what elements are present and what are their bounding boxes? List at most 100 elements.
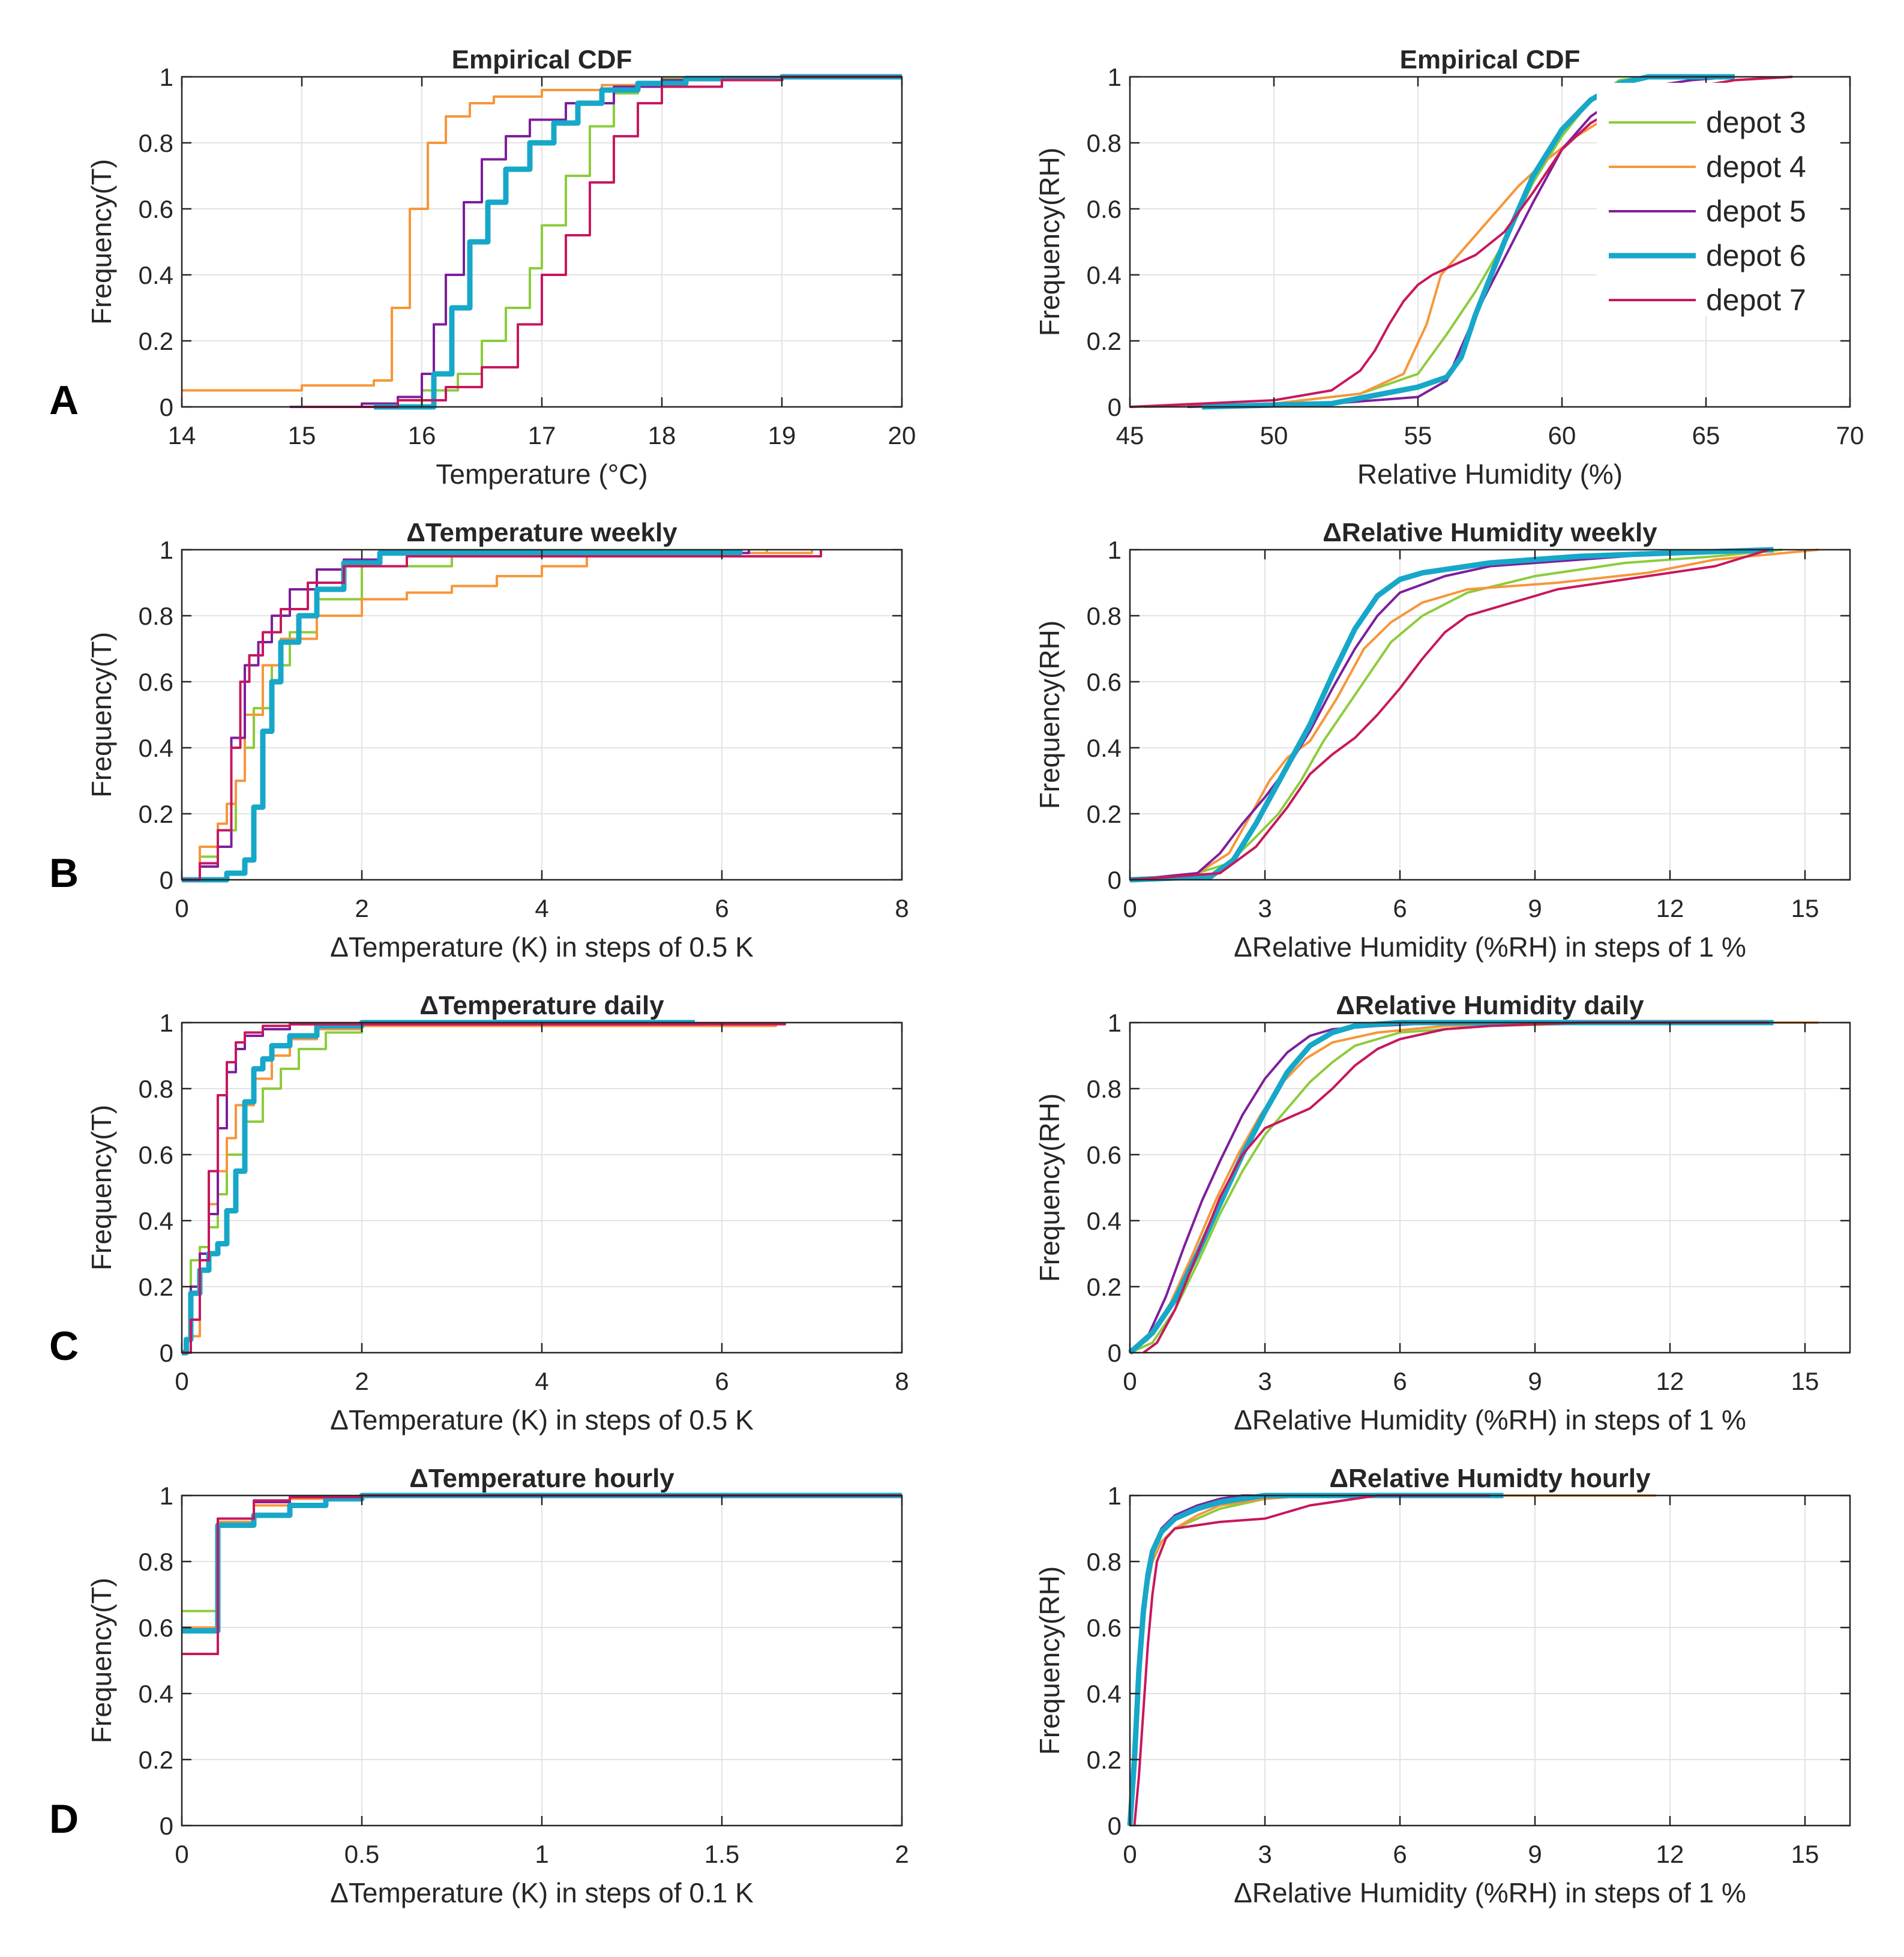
y-tick-label: 0.6 [139, 1614, 173, 1642]
x-tick-label: 45 [1116, 421, 1144, 449]
x-tick-label: 2 [895, 1840, 908, 1868]
chart-title: ΔTemperature daily [419, 991, 664, 1020]
series-line-depot-5 [1129, 549, 1761, 881]
x-tick-label: 17 [528, 421, 556, 449]
chart-title: ΔRelative Humidity daily [1336, 991, 1644, 1020]
y-axis-label: Frequency(T) [86, 159, 117, 325]
y-axis-label: Frequency(T) [86, 632, 117, 798]
x-tick-label: 18 [648, 421, 676, 449]
plot-area [1130, 1496, 1850, 1826]
y-tick-label: 0.6 [1087, 195, 1122, 223]
chart-title: Empirical CDF [1400, 45, 1581, 74]
series-line-depot-7 [182, 550, 822, 881]
y-tick-label: 0 [160, 393, 173, 421]
y-tick-label: 0.8 [139, 1548, 173, 1576]
y-tick-label: 0.2 [139, 327, 173, 355]
y-tick-label: 1 [1108, 536, 1122, 564]
y-tick-label: 0.8 [1087, 129, 1122, 157]
chart-D-left: 0 0.5 1 1.5 2 0 0.2 0.4 0.6 0.8 1 ΔTemperature hour… [86, 1464, 909, 1908]
x-tick-label: 15 [1791, 1840, 1819, 1868]
x-tick-label: 6 [1393, 894, 1407, 922]
x-axis-label: ΔRelative Humidity (%RH) in steps of 1 % [1234, 1404, 1746, 1435]
x-tick-label: 6 [715, 894, 728, 922]
x-tick-label: 12 [1656, 1840, 1684, 1868]
y-tick-label: 1 [1108, 63, 1122, 91]
panel-letter-a: A [49, 377, 79, 423]
y-tick-label: 0.8 [1087, 1075, 1122, 1103]
axes-box [1129, 1494, 1851, 1827]
x-tick-label: 15 [288, 421, 316, 449]
chart-C-right: 0 3 6 9 12 15 0 0.2 0.4 0.6 0.8 1 ΔRelative Humidity… [1034, 991, 1851, 1435]
chart-B-left: 0 2 4 6 8 0 0.2 0.4 0.6 0.8 1 ΔTemperature weekly ΔT… [86, 518, 909, 963]
y-tick-label: 0.6 [139, 195, 173, 223]
y-tick-label: 1 [1108, 1009, 1122, 1037]
chart-title: ΔRelative Humidty hourly [1329, 1464, 1651, 1493]
x-axis-label: ΔRelative Humidity (%RH) in steps of 1 % [1234, 931, 1746, 963]
y-tick-label: 0.4 [139, 1207, 173, 1235]
y-tick-label: 0.4 [1087, 734, 1122, 762]
y-tick-label: 0.4 [139, 1680, 173, 1708]
y-tick-label: 1 [160, 1009, 173, 1037]
x-tick-label: 0 [1123, 1840, 1137, 1868]
series-line-depot-4 [1129, 549, 1819, 881]
plot-area [1130, 1023, 1850, 1353]
y-axis-label: Frequency(RH) [1034, 621, 1065, 809]
y-tick-label: 0.8 [1087, 1548, 1122, 1576]
series-line-depot-7 [302, 76, 902, 408]
x-tick-label: 55 [1404, 421, 1432, 449]
chart-B-right: 0 3 6 9 12 15 0 0.2 0.4 0.6 0.8 1 ΔRelative Humidity… [1034, 518, 1851, 963]
series-line-depot-6 [1129, 547, 1774, 883]
x-tick-label: 0 [1123, 1367, 1137, 1395]
y-tick-label: 0 [1108, 1339, 1122, 1367]
x-tick-label: 9 [1528, 894, 1542, 922]
y-tick-label: 0 [1108, 393, 1122, 421]
x-tick-label: 12 [1656, 1367, 1684, 1395]
y-tick-label: 0.6 [1087, 668, 1122, 696]
x-tick-label: 3 [1258, 1840, 1272, 1868]
chart-title: ΔRelative Humidity weekly [1323, 518, 1657, 547]
chart-A-left: 14 15 16 17 18 19 20 0 0.2 0.4 0.6 0.8 1 Empirical CD… [86, 45, 916, 490]
y-axis-label: Frequency(T) [86, 1105, 117, 1270]
series-line-depot-7 [1133, 1494, 1490, 1826]
x-tick-label: 4 [535, 1367, 548, 1395]
y-tick-label: 0.4 [139, 734, 173, 762]
x-tick-label: 50 [1260, 421, 1288, 449]
x-tick-label: 2 [355, 894, 368, 922]
y-tick-label: 0.6 [139, 668, 173, 696]
series-line-depot-7 [182, 1023, 786, 1354]
x-tick-label: 1.5 [704, 1840, 739, 1868]
y-tick-label: 0.4 [1087, 1207, 1122, 1235]
y-tick-label: 0.4 [1087, 1680, 1122, 1708]
x-tick-label: 6 [1393, 1840, 1407, 1868]
legend-label: depot 3 [1706, 106, 1806, 139]
y-tick-label: 0.8 [139, 1075, 173, 1103]
x-tick-label: 14 [168, 421, 196, 449]
y-tick-label: 0.2 [139, 1273, 173, 1301]
x-tick-label: 12 [1656, 894, 1684, 922]
x-axis-label: Temperature (°C) [436, 458, 647, 490]
y-axis-label: Frequency(T) [86, 1578, 117, 1743]
x-axis-label: ΔTemperature (K) in steps of 0.5 K [330, 931, 754, 963]
x-tick-label: 6 [715, 1367, 728, 1395]
y-axis-label: Frequency(RH) [1034, 1093, 1065, 1282]
x-tick-label: 3 [1258, 894, 1272, 922]
series-line-depot-6 [182, 1020, 695, 1356]
y-tick-label: 0.4 [1087, 261, 1122, 289]
y-tick-label: 0.8 [1087, 602, 1122, 630]
y-tick-label: 0.2 [1087, 327, 1122, 355]
y-tick-label: 0.8 [139, 602, 173, 630]
x-tick-label: 0 [175, 1840, 188, 1868]
x-tick-label: 16 [408, 421, 436, 449]
x-axis-label: Relative Humidity (%) [1357, 458, 1623, 490]
y-tick-label: 0 [160, 1339, 173, 1367]
x-tick-label: 0 [175, 894, 188, 922]
panel-letter-c: C [49, 1323, 79, 1369]
panel-letter-b: B [49, 850, 79, 896]
chart-title: ΔTemperature weekly [406, 518, 677, 547]
plot-area [1130, 550, 1850, 880]
legend-label: depot 7 [1706, 283, 1806, 317]
series-line-depot-4 [182, 550, 813, 881]
x-tick-label: 15 [1791, 894, 1819, 922]
